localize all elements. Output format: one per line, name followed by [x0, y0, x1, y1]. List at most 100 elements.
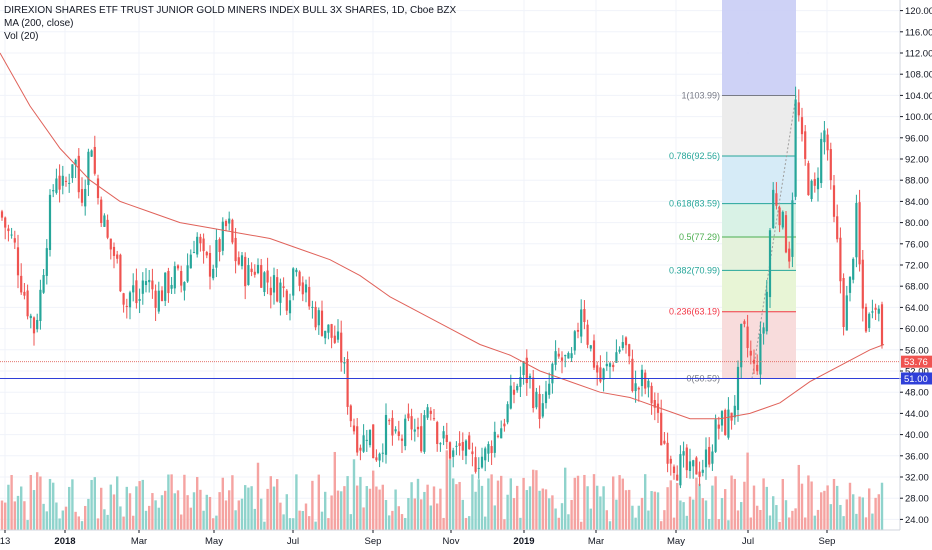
- volume-indicator-label[interactable]: Vol (20): [4, 31, 39, 42]
- volume-bar: [80, 521, 84, 530]
- candle-body: [535, 391, 538, 408]
- candle-body: [58, 175, 61, 190]
- volume-bar: [196, 476, 199, 530]
- fibonacci-retracement[interactable]: 1(103.99) 0.786(92.56) 0.618(83.59) 0.5(77.…: [669, 0, 797, 383]
- price-tick-label: 120.00: [905, 6, 932, 17]
- candle-body: [170, 284, 173, 289]
- volume-bar: [0, 500, 4, 530]
- price-tick-label: 104.00: [905, 91, 932, 102]
- candle-body: [80, 189, 84, 203]
- candle-body: [442, 431, 445, 439]
- candle-body: [148, 279, 151, 283]
- volume-bar: [448, 459, 452, 530]
- candle-body: [679, 454, 682, 486]
- volume-bar: [487, 478, 490, 530]
- volume-bar: [864, 517, 868, 530]
- candle-body: [589, 345, 592, 349]
- volume-bar: [432, 486, 436, 530]
- volume-bar: [135, 486, 138, 530]
- volume-bar: [308, 516, 311, 530]
- volume-bar: [391, 510, 394, 530]
- ma-indicator-label[interactable]: MA (200, close): [4, 18, 74, 29]
- volume-bar: [573, 477, 576, 530]
- candle-body: [855, 202, 858, 258]
- candle-body: [234, 237, 237, 262]
- candle-body: [570, 353, 573, 359]
- candle-body: [4, 217, 7, 228]
- candle-body: [628, 344, 631, 357]
- candle-body: [650, 385, 653, 404]
- candle-body: [474, 457, 477, 472]
- candle-body: [151, 280, 154, 290]
- volume-bar: [464, 517, 468, 530]
- price-tick-label: 40.00: [905, 430, 929, 441]
- candle-body: [599, 367, 602, 382]
- volume-bar: [272, 486, 276, 530]
- symbol-title: DIREXION SHARES ETF TRUST JUNIOR GOLD MI…: [4, 5, 457, 16]
- candle-body: [624, 337, 628, 346]
- fib-level-label: 0.786(92.56): [669, 151, 720, 161]
- volume-bar: [810, 481, 813, 530]
- candle-body: [400, 438, 404, 441]
- candle-body: [260, 265, 263, 288]
- candle-body: [464, 440, 468, 456]
- volume-bar: [660, 521, 663, 530]
- candle-body: [164, 272, 167, 301]
- candle-body: [813, 179, 816, 186]
- volume-bar: [509, 478, 512, 530]
- candle-body: [548, 383, 551, 395]
- volume-bar: [343, 486, 346, 530]
- time-tick-label: Mar: [588, 536, 604, 547]
- volume-bar: [704, 500, 708, 530]
- candle-body: [685, 447, 688, 471]
- candle-body: [42, 274, 45, 293]
- candle-body: [157, 290, 160, 312]
- candle-body: [231, 219, 234, 243]
- volume-bar: [205, 494, 208, 530]
- candle-body: [356, 426, 359, 453]
- candle-body: [544, 391, 548, 404]
- volume-bar: [442, 517, 445, 530]
- candle-body: [394, 429, 397, 432]
- volume-bar: [368, 488, 372, 530]
- volume-bar: [74, 511, 77, 530]
- volume-bar: [52, 482, 55, 530]
- candle-body: [205, 252, 208, 256]
- candle-body: [272, 275, 276, 293]
- candle-body: [762, 327, 765, 334]
- time-axis[interactable]: 13 2018 Mar May Jul Sep Nov 2019 Mar May Jul Sep: [0, 529, 900, 547]
- candle-body: [439, 443, 442, 445]
- volume-bar: [621, 478, 624, 530]
- volume-bar: [506, 494, 509, 530]
- candle-body: [32, 317, 36, 334]
- volume-bar: [77, 516, 80, 530]
- candle-body: [820, 138, 823, 184]
- candle-body: [634, 383, 637, 392]
- candle-body: [500, 428, 503, 439]
- candle-body: [567, 353, 570, 359]
- candle-body: [388, 420, 391, 422]
- candle-body: [186, 265, 189, 282]
- candle-body: [116, 254, 119, 259]
- candle-body: [861, 259, 864, 309]
- volume-bar: [378, 489, 381, 530]
- candle-body: [551, 363, 554, 384]
- candle-body: [477, 467, 480, 469]
- fib-level-label: 0.382(70.99): [669, 265, 720, 275]
- volume-bar: [743, 481, 746, 530]
- candle-body: [560, 357, 564, 361]
- candle-body: [228, 218, 231, 224]
- volume-bar: [20, 486, 23, 530]
- candle-body: [269, 287, 272, 296]
- volume-bar: [752, 485, 756, 530]
- candle-body: [516, 385, 519, 391]
- volume-bar: [122, 516, 125, 530]
- candle-body: [109, 238, 112, 250]
- volume-bar: [608, 521, 612, 530]
- candle-body: [292, 268, 295, 296]
- volume-bar: [653, 491, 656, 530]
- last-price-tag: [901, 355, 932, 368]
- price-axis[interactable]: 24.00 28.00 32.00 36.00 40.00 44.00 48.00 52.00…: [899, 0, 932, 530]
- candle-body: [871, 311, 874, 313]
